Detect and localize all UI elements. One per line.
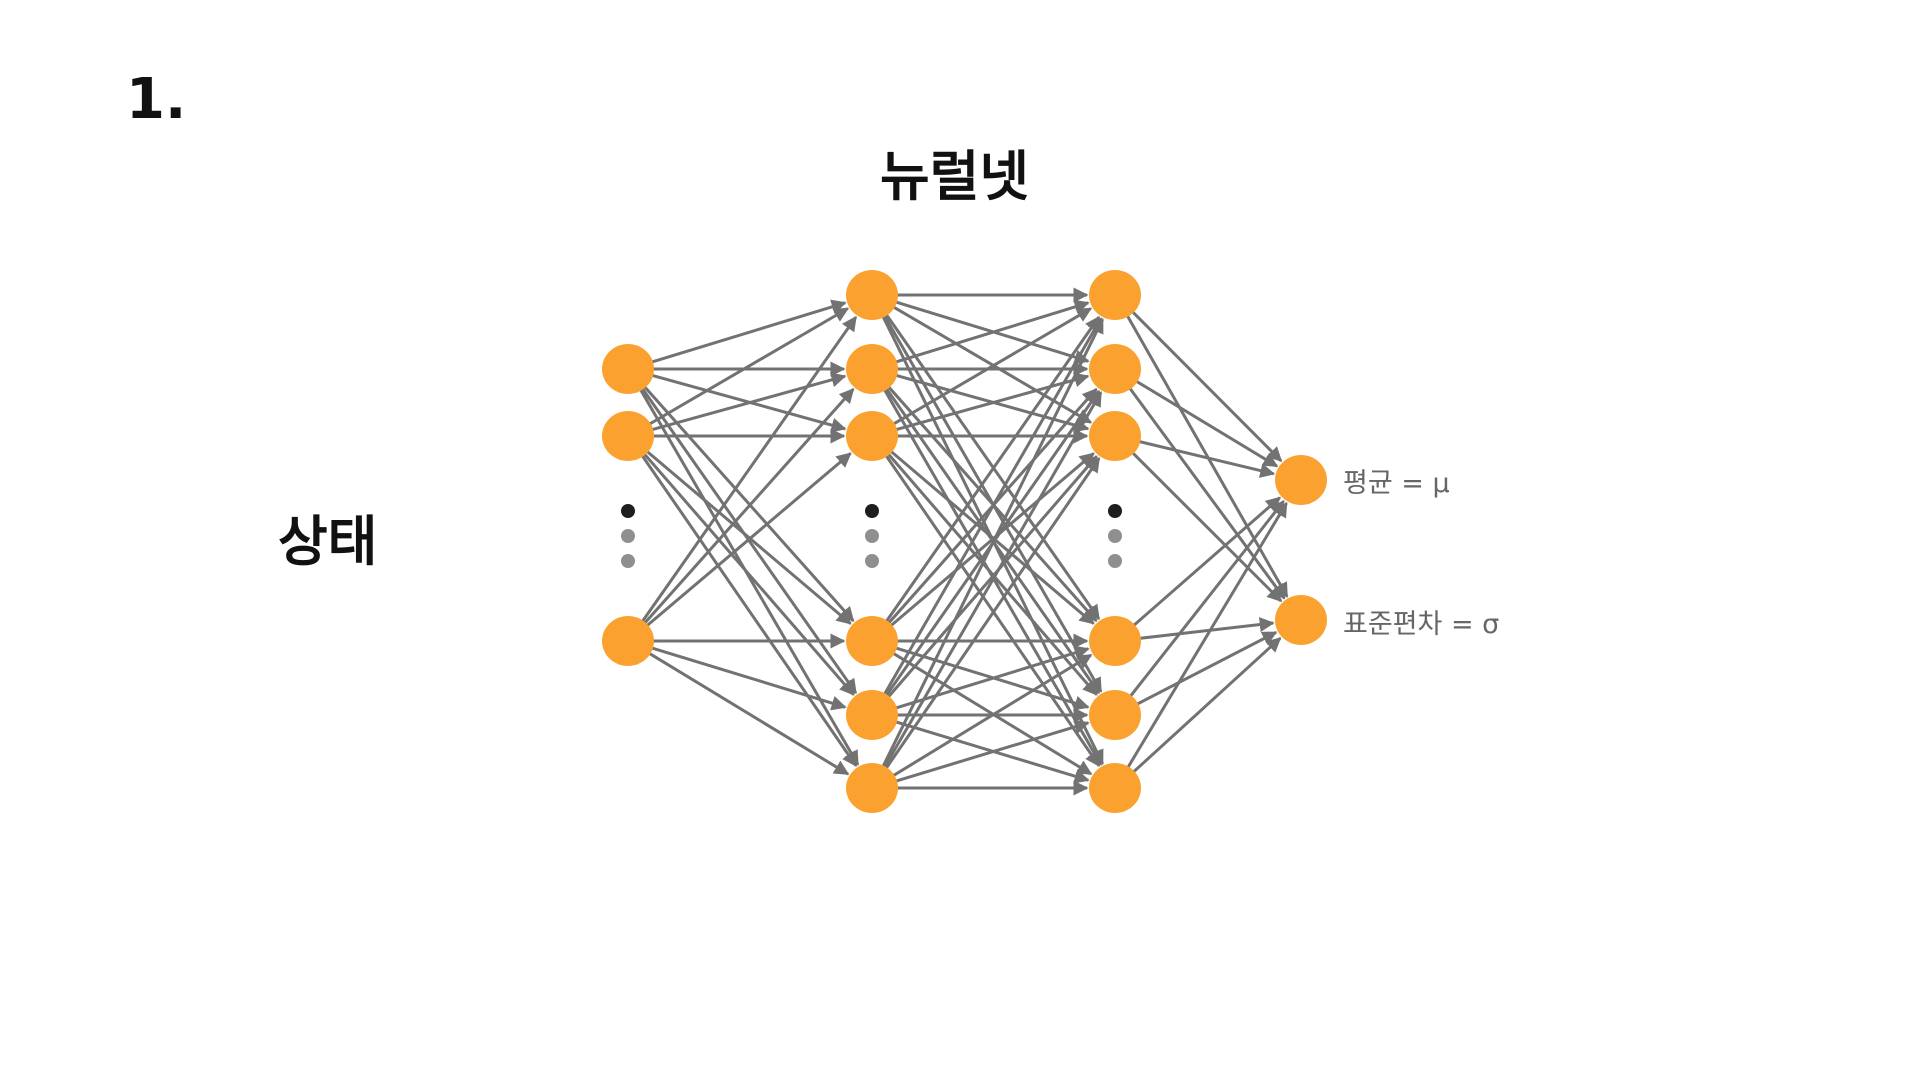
connection-hidden-1-3-to-hidden-2-0 <box>882 315 1101 627</box>
input-label: 상태 <box>278 510 378 573</box>
hidden-1-node-2 <box>846 411 898 461</box>
connection-hidden-1-5-to-hidden-2-3 <box>888 653 1093 780</box>
connection-input-2-to-hidden-1-4 <box>646 645 847 711</box>
connection-hidden-1-2-to-hidden-2-0 <box>888 307 1093 428</box>
diagram-title: 뉴럴넷 <box>880 145 1030 208</box>
input-ellipsis-dot-2 <box>621 554 635 568</box>
connection-hidden-1-0-to-hidden-2-1 <box>890 299 1090 365</box>
connection-input-0-to-hidden-1-0 <box>646 299 847 365</box>
hidden-1-ellipsis-dot-0 <box>865 504 879 518</box>
connection-hidden-1-2-to-hidden-2-4 <box>884 449 1098 696</box>
connection-hidden-2-2-to-output-0 <box>1134 438 1276 478</box>
connection-hidden-2-0-to-output-0 <box>1128 307 1283 463</box>
connection-hidden-2-3-to-output-0 <box>1129 496 1281 630</box>
input-node-0 <box>602 344 654 394</box>
connection-hidden-2-4-to-output-1 <box>1132 630 1278 708</box>
connection-input-1-to-hidden-1-3 <box>642 447 852 625</box>
connection-hidden-1-3-to-hidden-2-2 <box>886 452 1095 630</box>
connection-input-2-to-hidden-1-0 <box>638 315 858 627</box>
connection-hidden-1-5-to-hidden-2-0 <box>879 317 1104 772</box>
connection-hidden-1-1-to-hidden-2-0 <box>890 299 1090 365</box>
neurons <box>602 270 1327 813</box>
hidden-2-node-0 <box>1089 270 1141 320</box>
connection-hidden-1-5-to-hidden-2-1 <box>880 391 1103 773</box>
connection-hidden-1-1-to-hidden-2-2 <box>890 372 1090 433</box>
input-node-1 <box>602 411 654 461</box>
connection-hidden-1-2-to-hidden-2-3 <box>886 447 1095 625</box>
connection-hidden-2-4-to-output-0 <box>1126 499 1285 702</box>
output-node-1 <box>1275 595 1327 645</box>
connection-hidden-2-3-to-output-1 <box>1134 617 1275 641</box>
connection-hidden-2-5-to-output-0 <box>1124 501 1288 773</box>
connection-input-1-to-hidden-1-0 <box>644 307 850 428</box>
connection-hidden-1-0-to-hidden-2-2 <box>888 303 1093 424</box>
output-node-0 <box>1275 455 1327 505</box>
hidden-2-ellipsis-dot-2 <box>1108 554 1122 568</box>
connection-hidden-2-5-to-output-1 <box>1128 636 1282 777</box>
hidden-2-ellipsis-dot-0 <box>1108 504 1122 518</box>
connection-hidden-2-0-to-output-1 <box>1123 310 1289 598</box>
connection-hidden-1-4-to-hidden-2-0 <box>880 317 1103 700</box>
hidden-1-node-0 <box>846 270 898 320</box>
connection-hidden-1-2-to-hidden-2-5 <box>882 450 1101 768</box>
hidden-1-ellipsis-dot-1 <box>865 529 879 543</box>
connection-hidden-1-2-to-hidden-2-1 <box>890 372 1090 433</box>
connection-hidden-2-1-to-output-0 <box>1131 377 1279 468</box>
connection-input-1-to-hidden-1-4 <box>640 449 855 696</box>
hidden-2-node-4 <box>1089 690 1141 740</box>
input-ellipsis-dot-1 <box>621 529 635 543</box>
connection-hidden-1-5-to-hidden-2-4 <box>890 719 1090 784</box>
connection-input-2-to-hidden-1-1 <box>640 387 855 628</box>
hidden-1-node-3 <box>846 616 898 666</box>
hidden-2-node-1 <box>1089 344 1141 394</box>
output-labels: 평균 = μ 표준편차 = σ <box>1343 468 1499 640</box>
hidden-1-ellipsis-dot-2 <box>865 554 879 568</box>
hidden-2-ellipsis-dot-1 <box>1108 529 1122 543</box>
hidden-2-node-2 <box>1089 411 1141 461</box>
output-label-std: 표준편차 = σ <box>1343 609 1499 640</box>
hidden-2-node-5 <box>1089 763 1141 813</box>
hidden-1-node-4 <box>846 690 898 740</box>
connection-input-2-to-hidden-1-5 <box>644 649 850 776</box>
connection-hidden-1-4-to-hidden-2-5 <box>890 719 1090 784</box>
connection-hidden-1-5-to-hidden-2-2 <box>882 456 1101 774</box>
connections <box>636 287 1289 796</box>
connection-hidden-2-2-to-output-1 <box>1128 448 1283 603</box>
connection-hidden-2-1-to-output-1 <box>1125 383 1286 600</box>
connection-hidden-1-4-to-hidden-2-2 <box>884 455 1098 702</box>
hidden-1-node-1 <box>846 344 898 394</box>
connection-hidden-1-3-to-hidden-2-5 <box>888 649 1093 776</box>
slide-number: 1. <box>126 67 187 132</box>
connection-input-2-to-hidden-1-2 <box>642 452 852 630</box>
hidden-1-node-5 <box>846 763 898 813</box>
connection-input-0-to-hidden-1-2 <box>646 372 847 433</box>
input-node-2 <box>602 616 654 666</box>
hidden-2-node-3 <box>1089 616 1141 666</box>
input-ellipsis-dot-0 <box>621 504 635 518</box>
connection-hidden-1-0-to-hidden-2-3 <box>882 309 1101 621</box>
connection-input-1-to-hidden-1-5 <box>638 450 858 768</box>
output-label-mean: 평균 = μ <box>1343 468 1450 499</box>
connection-input-1-to-hidden-1-1 <box>646 372 847 433</box>
ellipsis-markers <box>621 504 1122 568</box>
